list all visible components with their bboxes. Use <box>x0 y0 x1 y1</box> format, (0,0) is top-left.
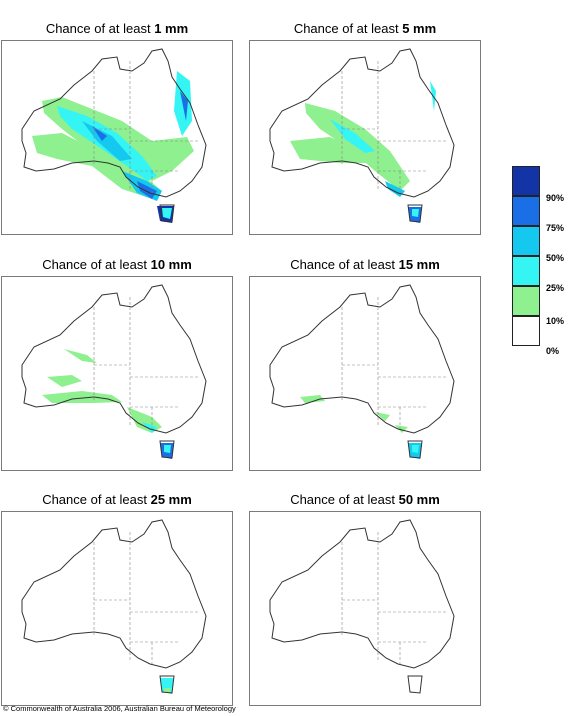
legend-swatch-50 <box>512 226 540 256</box>
panel-title-amount: 5 mm <box>402 21 437 36</box>
legend-label-75: 75% <box>546 223 565 233</box>
panel-title-prefix: Chance of at least <box>293 21 403 36</box>
rain-probability-shading <box>160 678 174 694</box>
australia-coastline-and-borders <box>269 48 455 223</box>
australia-coastline-and-borders <box>269 519 455 694</box>
rainfall-map-25mm <box>1 511 233 706</box>
panel-title-amount: 1 mm <box>154 21 189 36</box>
legend-label-10: 10% <box>546 316 565 326</box>
panel-title-prefix: Chance of at least <box>42 492 151 507</box>
legend-swatch-25 <box>512 256 540 286</box>
rainfall-map-5mm <box>249 40 481 235</box>
rainfall-map-1mm <box>1 40 233 235</box>
panel-title: Chance of at least 25 mm <box>1 491 233 509</box>
australia-coastline-and-borders <box>269 284 455 459</box>
panel-title-prefix: Chance of at least <box>290 492 399 507</box>
legend-label-50: 50% <box>546 253 565 263</box>
rain-probability-shading <box>32 71 194 223</box>
australia-map-svg <box>269 48 455 223</box>
australia-map-svg <box>269 519 455 694</box>
rain-probability-shading <box>290 81 436 223</box>
panel-title-amount: 50 mm <box>398 492 440 507</box>
panel-title: Chance of at least 10 mm <box>1 256 233 274</box>
panel-title-prefix: Chance of at least <box>42 257 151 272</box>
panel-title-amount: 15 mm <box>398 257 440 272</box>
australia-coastline-and-borders <box>21 519 207 694</box>
australia-map-svg <box>21 48 207 223</box>
australia-map-svg <box>269 284 455 459</box>
australia-coastline-and-borders <box>21 284 207 459</box>
australia-map-svg <box>21 519 207 694</box>
legend-label-90: 90% <box>546 193 565 203</box>
legend-swatch-10 <box>512 286 540 316</box>
legend-swatch-75 <box>512 196 540 226</box>
legend-label-0: 0% <box>546 346 560 356</box>
legend-swatch-90 <box>512 166 540 196</box>
panel-title: Chance of at least 1 mm <box>1 20 233 38</box>
panel-title-prefix: Chance of at least <box>45 21 155 36</box>
australia-coastline-and-borders <box>21 48 207 223</box>
rain-probability-shading <box>300 395 422 459</box>
panel-title: Chance of at least 50 mm <box>249 491 481 509</box>
rainfall-map-10mm <box>1 276 233 471</box>
legend-label-25: 25% <box>546 283 565 293</box>
panel-title-prefix: Chance of at least <box>290 257 399 272</box>
rainfall-map-15mm <box>249 276 481 471</box>
panel-title-amount: 10 mm <box>150 257 192 272</box>
rainfall-map-50mm <box>249 511 481 706</box>
legend-swatch-0 <box>512 316 540 346</box>
panel-title: Chance of at least 15 mm <box>249 256 481 274</box>
panel-title: Chance of at least 5 mm <box>249 20 481 38</box>
australia-map-svg <box>21 284 207 459</box>
rain-probability-shading <box>42 349 174 459</box>
copyright-footer: © Commonwealth of Australia 2006, Austra… <box>3 704 236 713</box>
panel-title-amount: 25 mm <box>150 492 192 507</box>
